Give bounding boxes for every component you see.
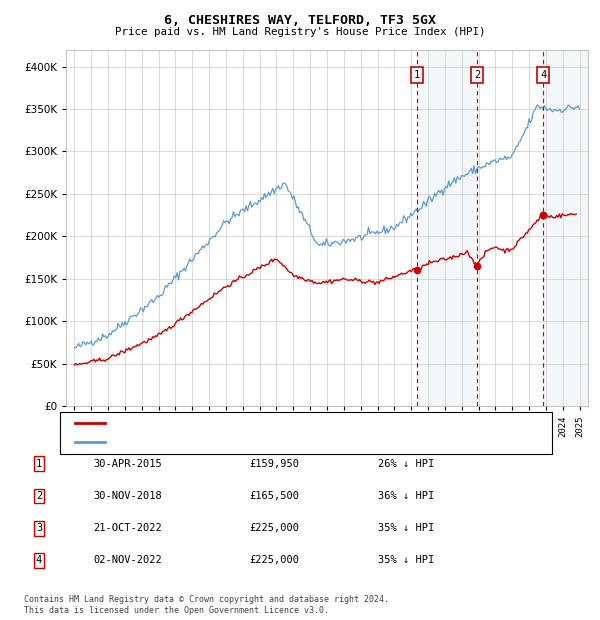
Text: £225,000: £225,000	[249, 556, 299, 565]
Text: 1: 1	[36, 459, 42, 469]
Point	[538, 210, 548, 220]
Text: HPI: Average price, detached house, Telford and Wrekin: HPI: Average price, detached house, Telf…	[112, 437, 430, 447]
Text: £225,000: £225,000	[249, 523, 299, 533]
Point	[412, 265, 422, 275]
Text: This data is licensed under the Open Government Licence v3.0.: This data is licensed under the Open Gov…	[24, 606, 329, 615]
Text: 02-NOV-2022: 02-NOV-2022	[93, 556, 162, 565]
Text: 36% ↓ HPI: 36% ↓ HPI	[378, 491, 434, 501]
Point	[538, 210, 548, 220]
Text: 1: 1	[413, 70, 420, 80]
Text: 30-APR-2015: 30-APR-2015	[93, 459, 162, 469]
Text: 35% ↓ HPI: 35% ↓ HPI	[378, 523, 434, 533]
Text: 21-OCT-2022: 21-OCT-2022	[93, 523, 162, 533]
Text: 2: 2	[36, 491, 42, 501]
Text: 4: 4	[36, 556, 42, 565]
Bar	[417, 50, 477, 406]
Text: 4: 4	[540, 70, 547, 80]
Text: 35% ↓ HPI: 35% ↓ HPI	[378, 556, 434, 565]
Text: 2: 2	[474, 70, 481, 80]
Text: Price paid vs. HM Land Registry's House Price Index (HPI): Price paid vs. HM Land Registry's House …	[115, 27, 485, 37]
Text: £165,500: £165,500	[249, 491, 299, 501]
Text: 26% ↓ HPI: 26% ↓ HPI	[378, 459, 434, 469]
Text: Contains HM Land Registry data © Crown copyright and database right 2024.: Contains HM Land Registry data © Crown c…	[24, 595, 389, 604]
Text: 6, CHESHIRES WAY, TELFORD, TF3 5GX: 6, CHESHIRES WAY, TELFORD, TF3 5GX	[164, 14, 436, 27]
Text: 30-NOV-2018: 30-NOV-2018	[93, 491, 162, 501]
Text: 3: 3	[36, 523, 42, 533]
Point	[472, 260, 482, 270]
Text: £159,950: £159,950	[249, 459, 299, 469]
Bar	[543, 50, 588, 406]
Text: 6, CHESHIRES WAY, TELFORD, TF3 5GX (detached house): 6, CHESHIRES WAY, TELFORD, TF3 5GX (deta…	[112, 418, 412, 428]
